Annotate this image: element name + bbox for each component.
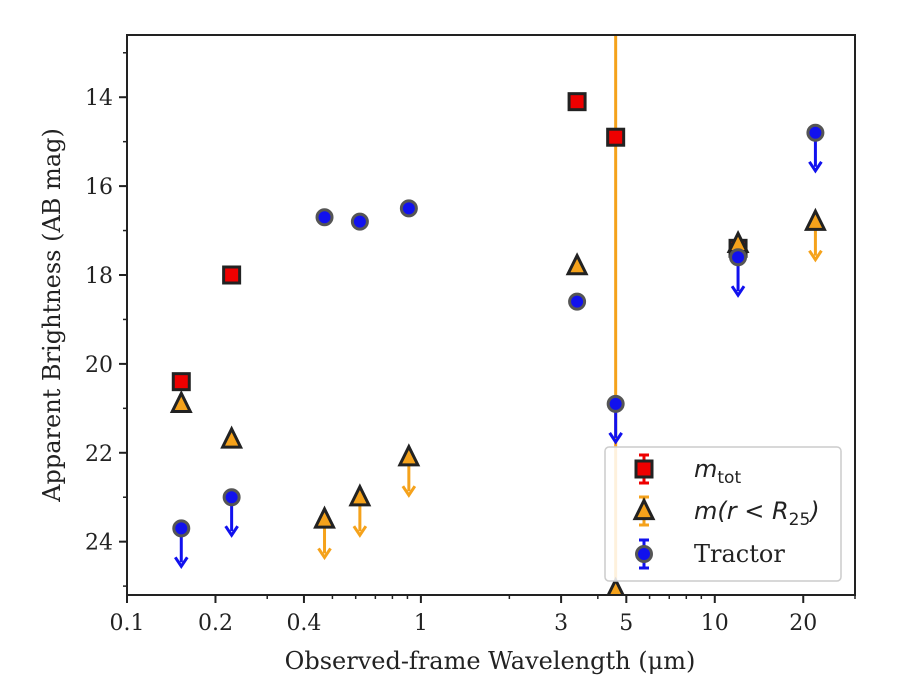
x-tick-label-6: 10 xyxy=(701,611,729,636)
y-tick-label-3: 20 xyxy=(85,353,113,378)
legend-label-1: m(r < R25) xyxy=(694,497,820,530)
legend-box xyxy=(604,446,842,582)
y-tick-label-2: 18 xyxy=(85,264,113,289)
y-tick-label-5: 24 xyxy=(85,531,113,556)
series-2-point-4 xyxy=(399,199,418,218)
series-2-point-6-arrow-head xyxy=(608,432,623,445)
series-2-point-7-arrow-head xyxy=(730,285,746,298)
series-1-point-6 xyxy=(606,576,625,595)
legend: mtot m(r < R25) Tractor xyxy=(604,446,842,582)
series-1-point-3-arrow-head xyxy=(352,525,368,538)
x-tick-label-1: 0.2 xyxy=(198,611,233,636)
series-2-point-5 xyxy=(568,292,587,311)
legend-entry-2: Tractor xyxy=(635,538,785,570)
plot-frame xyxy=(126,34,856,596)
series-0-point-2 xyxy=(567,92,587,112)
legend-label-0: mtot xyxy=(694,455,741,488)
series-2-point-6 xyxy=(606,394,625,413)
legend-entry-1: m(r < R25) xyxy=(632,495,820,530)
series-2-point-1 xyxy=(222,488,241,507)
x-tick-label-5: 5 xyxy=(619,611,633,636)
series-2-point-2 xyxy=(315,208,334,227)
axes: 14 16 18 20 22 24 0.1 0.2 0.4 1 3 5 10 20 xyxy=(85,34,856,636)
x-tick-label-7: 20 xyxy=(789,611,817,636)
x-tick-label-2: 0.4 xyxy=(286,611,321,636)
y-tick-label-0: 14 xyxy=(85,86,113,111)
y-axis-label: Apparent Brightness (AB mag) xyxy=(38,128,66,503)
series-1-point-3 xyxy=(348,483,372,507)
series-1-point-1 xyxy=(220,425,244,449)
legend-marker-0 xyxy=(634,459,654,479)
series-0-point-0 xyxy=(171,372,191,392)
legend-marker-2 xyxy=(635,545,653,563)
x-tick-label-4: 3 xyxy=(554,611,568,636)
series-2-point-3 xyxy=(350,212,369,231)
x-tick-label-3: 1 xyxy=(414,611,428,636)
series-1-point-2-arrow-head xyxy=(317,547,332,561)
series-0-point-1 xyxy=(222,265,242,285)
series-1-point-5 xyxy=(565,252,589,276)
series-1-point-8-arrow-head xyxy=(808,249,823,263)
series-1 xyxy=(169,207,827,595)
y-tick-label-4: 22 xyxy=(85,442,113,467)
series-1-point-2 xyxy=(313,505,336,529)
series-1-point-0 xyxy=(169,389,193,414)
series-1-point-8 xyxy=(803,207,827,231)
series-0-point-3 xyxy=(606,127,626,147)
series-1-point-4-arrow-head xyxy=(401,485,417,498)
x-tick-label-0: 0.1 xyxy=(110,611,145,636)
series-2-point-1-arrow-head xyxy=(224,525,239,538)
series-2 xyxy=(172,123,825,570)
series-2-point-8-arrow-head xyxy=(808,160,823,174)
series-2-point-8 xyxy=(806,123,825,142)
series-2-point-7 xyxy=(729,248,748,267)
legend-label-2: Tractor xyxy=(694,540,785,568)
series-2-point-0 xyxy=(172,519,191,538)
series-1-point-4 xyxy=(397,443,421,467)
legend-entry-0: mtot xyxy=(634,453,741,488)
series-2-point-0-arrow-head xyxy=(174,556,189,570)
y-tick-label-1: 16 xyxy=(85,175,113,200)
legend-marker-1 xyxy=(632,497,656,521)
x-axis-label: Observed-frame Wavelength (μm) xyxy=(285,647,696,675)
